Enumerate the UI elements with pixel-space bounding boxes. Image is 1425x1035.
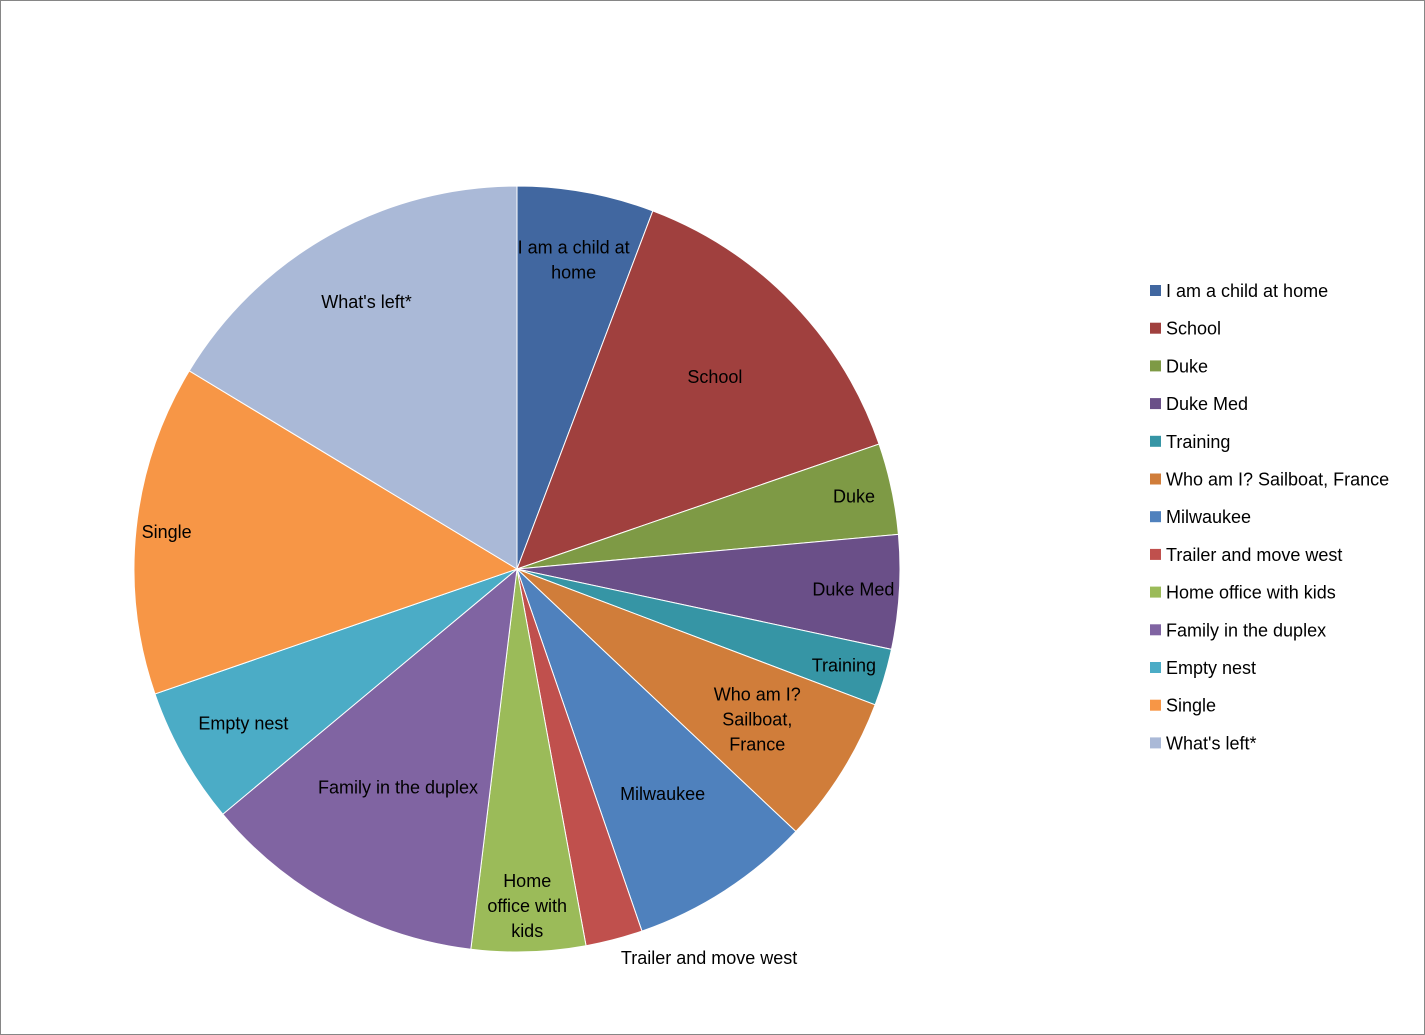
- legend-label-trailer-and-move-west: Trailer and move west: [1166, 545, 1342, 565]
- legend-label-duke-med: Duke Med: [1166, 394, 1248, 414]
- legend-swatch-school: [1150, 322, 1161, 334]
- legend-swatch-duke-med: [1150, 398, 1161, 410]
- slice-label-trailer-and-move-west: Trailer and move west: [621, 948, 797, 968]
- legend-swatch-single: [1150, 699, 1161, 711]
- legend-swatch-home-office-with-kids: [1150, 586, 1161, 598]
- pie-slices: [133, 185, 901, 953]
- pie-slice-school: [516, 210, 880, 570]
- legend-swatch-empty-nest: [1150, 662, 1161, 673]
- legend-label-family-in-the-duplex: Family in the duplex: [1166, 620, 1326, 640]
- slice-label-i-am-a-child-at-home: I am a child at home: [518, 238, 630, 283]
- pie-slice-who-am-i-sailboat-france: [516, 568, 876, 833]
- slice-label-family-in-the-duplex: Family in the duplex: [318, 778, 478, 798]
- slice-label-who-am-i-sailboat-france: Who am I? Sailboat, France: [714, 684, 801, 754]
- pie-slice-labels: I am a child at home School Duke Duke Med Tra…: [142, 238, 895, 968]
- pie-slice-empty-nest: [154, 568, 518, 815]
- legend-swatch-i-am-a-child-at-home: [1150, 285, 1161, 296]
- legend-label-i-am-a-child-at-home: I am a child at home: [1166, 281, 1328, 301]
- legend-label-single: Single: [1166, 696, 1216, 716]
- legend-swatch-trailer-and-move-west: [1150, 548, 1161, 560]
- pie-slice-milwaukee: [516, 568, 797, 932]
- pie-slice-family-in-the-duplex: [222, 567, 518, 950]
- legend: I am a child at home School Duke Duke Med Tr…: [1150, 281, 1389, 753]
- slice-label-empty-nest: Empty nest: [198, 713, 288, 733]
- legend-label-empty-nest: Empty nest: [1166, 658, 1256, 678]
- legend-label-milwaukee: Milwaukee: [1166, 507, 1251, 527]
- slice-label-what-s-left: What's left*: [321, 292, 411, 312]
- pie-slice-what-s-left: [188, 185, 518, 570]
- pie-slice-single: [133, 370, 519, 695]
- slice-label-duke-med: Duke Med: [812, 579, 894, 599]
- legend-swatch-duke: [1150, 360, 1161, 372]
- legend-swatch-milwaukee: [1150, 511, 1161, 523]
- legend-label-training: Training: [1166, 432, 1230, 452]
- slice-label-training: Training: [812, 656, 876, 676]
- legend-swatch-training: [1150, 435, 1161, 447]
- slice-label-home-office-with-kids: Home office with kids: [487, 871, 567, 941]
- slice-label-school: School: [687, 367, 742, 387]
- legend-swatch-family-in-the-duplex: [1150, 624, 1161, 636]
- slice-label-milwaukee: Milwaukee: [620, 784, 705, 804]
- legend-label-school: School: [1166, 319, 1221, 339]
- slice-label-duke: Duke: [833, 487, 875, 507]
- pie-slice-i-am-a-child-at-home: [516, 185, 654, 570]
- legend-label-duke: Duke: [1166, 356, 1208, 376]
- legend-swatch-what-s-left: [1150, 737, 1161, 749]
- legend-label-home-office-with-kids: Home office with kids: [1166, 583, 1336, 603]
- legend-swatch-who-am-i-sailboat-france: [1150, 473, 1161, 485]
- legend-label-who-am-i-sailboat-france: Who am I? Sailboat, France: [1166, 470, 1389, 490]
- legend-label-what-s-left: What's left*: [1166, 733, 1256, 753]
- slice-label-single: Single: [142, 522, 192, 542]
